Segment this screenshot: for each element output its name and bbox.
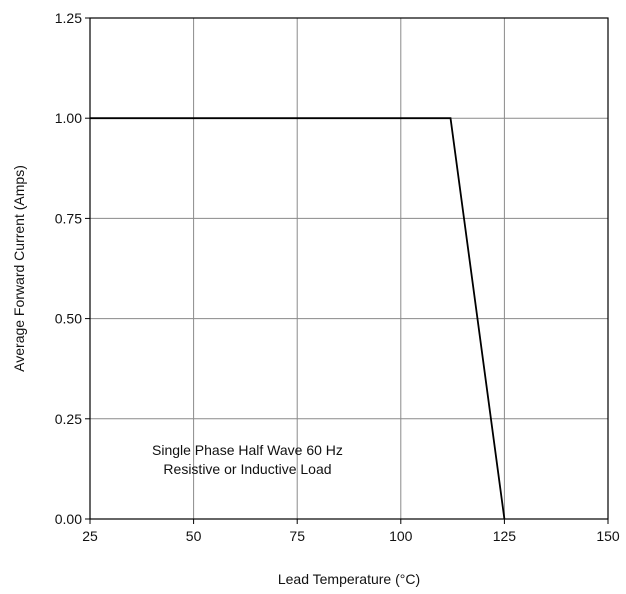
- annotation: Single Phase Half Wave 60 Hz Resistive or…: [152, 442, 343, 477]
- y-tick-label-5: 1.25: [55, 10, 82, 26]
- x-tick-label-1: 50: [186, 528, 202, 544]
- y-tick-label-1: 0.25: [55, 411, 82, 427]
- y-tick-label-0: 0.00: [55, 511, 82, 527]
- annotation-line-0-0: Single Phase Half Wave 60 Hz: [152, 442, 343, 458]
- series-line-0: [90, 117, 506, 520]
- y-tick-label-2: 0.50: [55, 311, 82, 327]
- x-tick-label-5: 150: [596, 528, 620, 544]
- series-layer: [90, 117, 506, 520]
- x-tick-label-2: 75: [289, 528, 305, 544]
- y-tick-labels: 0.00 0.25 0.50 0.75 1.00 1.25: [55, 10, 82, 527]
- y-tick-label-3: 0.75: [55, 210, 82, 226]
- plot-frame: [89, 17, 609, 520]
- x-tick-label-3: 100: [389, 528, 413, 544]
- x-tick-labels: 25 50 75 100 125 150: [82, 528, 620, 544]
- annotation-line-0-1: Resistive or Inductive Load: [163, 461, 331, 477]
- x-tick-label-0: 25: [82, 528, 98, 544]
- y-tick-label-4: 1.00: [55, 110, 82, 126]
- y-axis-label: Average Forward Current (Amps): [11, 165, 27, 372]
- x-tick-label-4: 125: [493, 528, 517, 544]
- x-axis-label: Lead Temperature (°C): [278, 571, 420, 587]
